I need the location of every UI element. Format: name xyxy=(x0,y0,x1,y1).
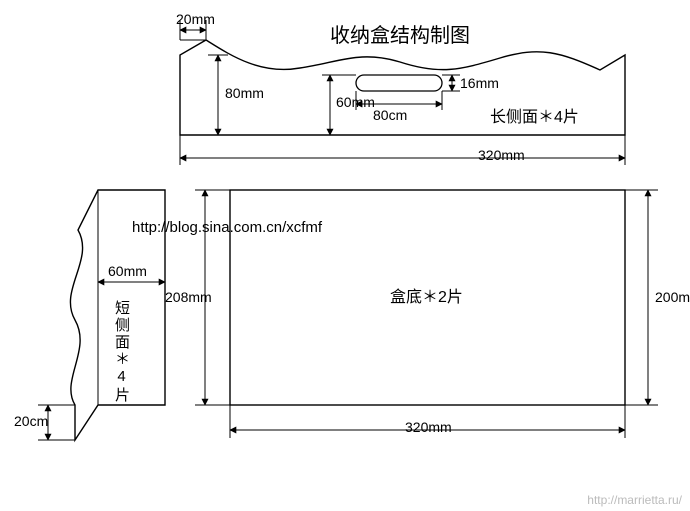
dim-bottom-width: 320mm xyxy=(405,420,452,434)
bottom-label: 盒底＊2片 xyxy=(390,290,463,306)
dim-bottom-h-right: 200mm xyxy=(655,290,690,304)
short-side-label: 短侧面＊4片 xyxy=(114,300,129,404)
dim-handle-w: 80cm xyxy=(373,108,407,122)
handle-slot xyxy=(356,75,442,91)
dim-handle-h: 16mm xyxy=(460,76,499,90)
dim-short-bottom-offset: 20cm xyxy=(14,414,48,428)
dim-long-width: 320mm xyxy=(478,148,525,162)
dim-top-offset: 20mm xyxy=(176,12,215,26)
dim-handle-y: 60mm xyxy=(336,95,375,109)
drawing-canvas xyxy=(0,0,690,511)
dim-long-height: 80mm xyxy=(225,86,264,100)
source-url: http://blog.sina.com.cn/xcfmf xyxy=(132,220,322,235)
dim-bottom-h-left: 208mm xyxy=(165,290,212,304)
long-side-label: 长侧面＊4片 xyxy=(490,110,579,126)
diagram-title: 收纳盒结构制图 xyxy=(330,26,470,46)
watermark: http://marrietta.ru/ xyxy=(587,493,682,507)
dim-short-width: 60mm xyxy=(108,264,147,278)
